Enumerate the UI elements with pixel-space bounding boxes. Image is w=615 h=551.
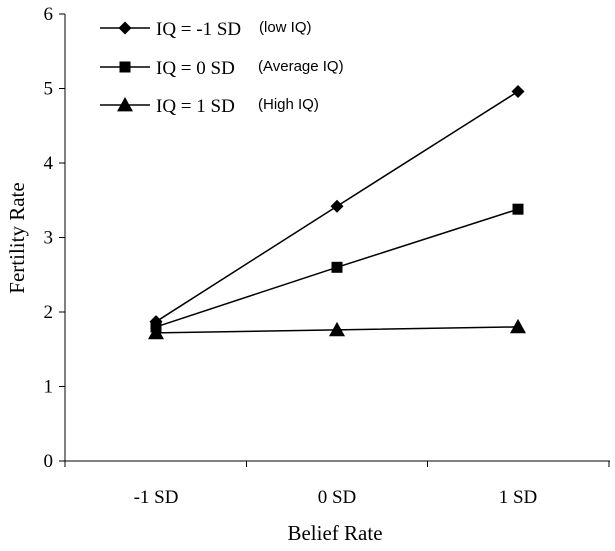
legend-marker-triangle xyxy=(117,97,133,112)
data-point-square xyxy=(512,203,524,215)
data-point-triangle xyxy=(148,324,164,340)
series-markers xyxy=(148,84,526,340)
x-axis-title: Belief Rate xyxy=(287,521,382,545)
y-tick-label: 0 xyxy=(44,451,54,472)
data-point-triangle xyxy=(329,321,345,337)
legend-marker-diamond xyxy=(118,21,132,35)
legend-label: IQ = 1 SD xyxy=(156,96,235,117)
x-ticks: -1 SD 0 SD 1 SD xyxy=(64,461,610,508)
legend-note: (Average IQ) xyxy=(258,58,344,75)
y-ticks: 0 1 2 3 4 5 6 xyxy=(44,4,65,472)
y-tick-label: 5 xyxy=(44,79,54,100)
y-tick-label: 4 xyxy=(44,153,54,174)
y-tick-label: 2 xyxy=(44,302,54,323)
legend-note: (low IQ) xyxy=(259,19,312,36)
data-point-diamond xyxy=(511,84,525,98)
data-point-triangle xyxy=(510,318,526,334)
x-tick-label: 0 SD xyxy=(318,487,357,508)
legend: IQ = -1 SD (low IQ) IQ = 0 SD (Average IQ) I… xyxy=(100,19,344,117)
y-tick-label: 3 xyxy=(44,228,54,249)
y-tick-label: 1 xyxy=(44,377,54,398)
y-axis-title: Fertility Rate xyxy=(5,182,29,293)
data-point-diamond xyxy=(330,199,344,213)
legend-label: IQ = 0 SD xyxy=(156,58,235,79)
axes xyxy=(64,14,610,462)
data-point-square xyxy=(331,261,343,273)
legend-marker-square xyxy=(119,61,131,73)
x-tick-label: -1 SD xyxy=(134,487,179,508)
x-tick-label: 1 SD xyxy=(499,487,538,508)
legend-note: (High IQ) xyxy=(258,96,319,113)
legend-label: IQ = -1 SD xyxy=(156,19,241,40)
y-tick-label: 6 xyxy=(44,4,54,25)
